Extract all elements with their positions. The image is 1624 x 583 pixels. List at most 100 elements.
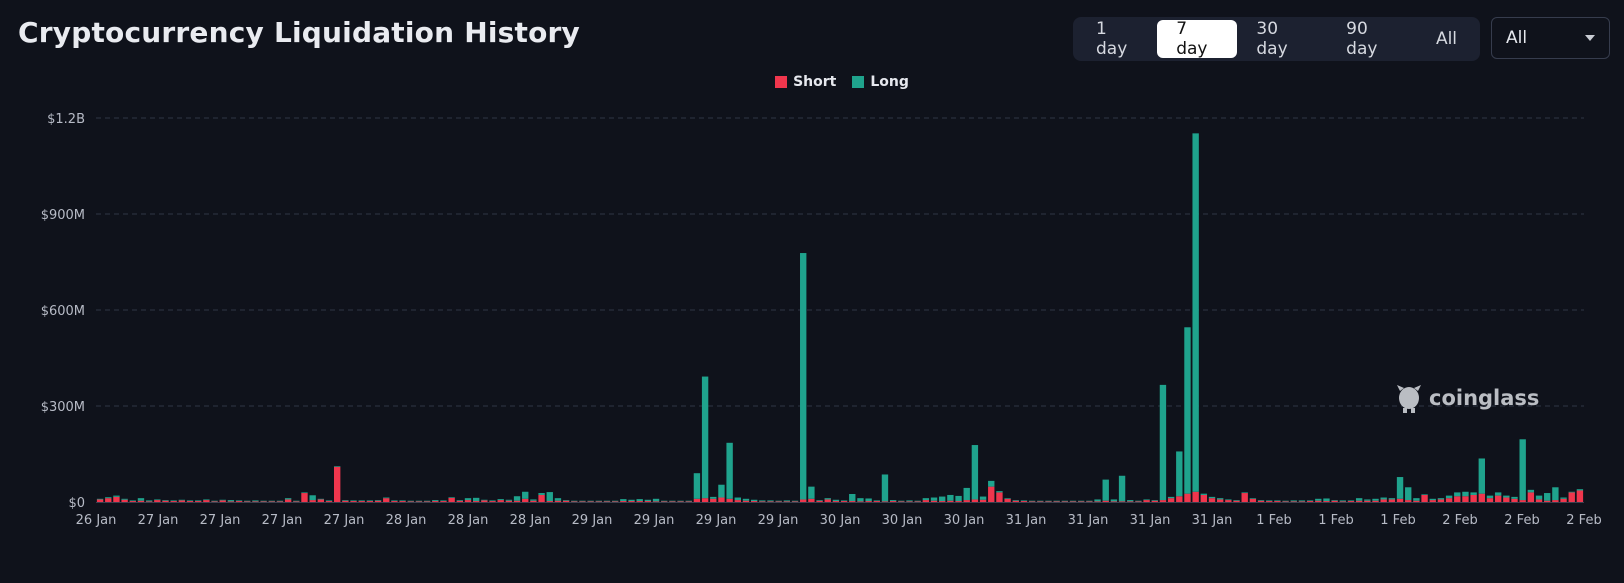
bar-short[interactable] [661,501,668,502]
bar-long[interactable] [718,484,725,498]
bar-short[interactable] [1462,496,1469,502]
bar-long[interactable] [644,499,652,502]
bar-long[interactable] [333,466,341,467]
bar-short[interactable] [1405,500,1412,502]
bar-long[interactable] [1331,500,1338,501]
bar-long[interactable] [1061,500,1069,502]
bar-short[interactable] [620,501,627,502]
bar-short[interactable] [219,500,226,502]
bar-long[interactable] [96,498,104,500]
bar-short[interactable] [317,499,325,502]
bar-short[interactable] [979,499,987,502]
bar-long[interactable] [865,498,872,502]
bar-short[interactable] [1306,501,1314,502]
bar-long[interactable] [121,498,128,500]
bar-long[interactable] [661,500,668,502]
bar-long[interactable] [1486,495,1494,499]
bar-long[interactable] [734,497,741,501]
bar-long[interactable] [1315,498,1322,501]
bar-long[interactable] [849,494,856,502]
bar-long[interactable] [497,499,504,501]
bar-short[interactable] [325,501,333,502]
bar-short[interactable] [121,499,128,502]
bar-short[interactable] [1069,501,1077,502]
bar-long[interactable] [1241,492,1248,494]
bar-long[interactable] [1355,498,1363,501]
bar-short[interactable] [301,493,308,502]
bar-short[interactable] [211,501,218,502]
bar-long[interactable] [587,500,594,502]
bar-long[interactable] [620,499,627,502]
bar-short[interactable] [1519,500,1526,502]
bar-long[interactable] [342,500,349,501]
bar-short[interactable] [677,501,684,502]
bar-long[interactable] [1274,500,1281,502]
bar-long[interactable] [554,498,562,501]
bar-short[interactable] [374,500,382,502]
bar-short[interactable] [1216,499,1224,502]
bar-short[interactable] [481,500,488,502]
bar-long[interactable] [988,480,995,487]
bar-short[interactable] [448,497,455,502]
bar-short[interactable] [1323,501,1330,502]
range-tab-7-day[interactable]: 7 day [1157,19,1238,59]
bar-short[interactable] [1396,498,1404,502]
bar-short[interactable] [791,501,799,502]
bar-short[interactable] [832,501,840,502]
bar-short[interactable] [383,498,390,502]
bar-short[interactable] [195,501,202,502]
bar-short[interactable] [154,500,161,502]
bar-long[interactable] [219,499,226,501]
bar-short[interactable] [857,501,864,502]
bar-short[interactable] [636,501,643,502]
bar-long[interactable] [472,497,480,502]
bar-short[interactable] [1102,500,1109,502]
bar-long[interactable] [178,499,186,501]
bar-long[interactable] [857,498,864,502]
bar-short[interactable] [1061,501,1069,502]
bar-short[interactable] [440,501,447,502]
bar-long[interactable] [1396,477,1404,499]
bar-short[interactable] [685,501,692,502]
bar-long[interactable] [1470,492,1477,495]
bar-long[interactable] [137,498,145,501]
bar-short[interactable] [652,501,660,502]
bar-short[interactable] [726,498,733,502]
bar-short[interactable] [1486,498,1494,502]
range-tab-all[interactable]: All [1435,29,1458,49]
bar-long[interactable] [979,496,987,500]
bar-short[interactable] [1527,492,1535,502]
bar-long[interactable] [154,499,161,501]
bar-long[interactable] [1429,498,1436,501]
bar-short[interactable] [145,501,153,502]
bar-long[interactable] [1454,492,1461,497]
bar-short[interactable] [701,498,709,502]
bar-short[interactable] [571,501,578,502]
bar-long[interactable] [1527,489,1535,493]
bar-short[interactable] [775,501,782,502]
bar-short[interactable] [1118,501,1126,502]
bar-short[interactable] [1388,499,1396,502]
bar-long[interactable] [1110,499,1118,502]
bar-short[interactable] [1020,501,1028,502]
bar-short[interactable] [1086,501,1093,502]
bar-long[interactable] [1544,493,1551,501]
bar-short[interactable] [1200,494,1208,502]
bar-long[interactable] [914,500,921,502]
bar-long[interactable] [636,499,643,502]
bar-short[interactable] [865,501,872,502]
bar-short[interactable] [1413,500,1420,502]
bar-long[interactable] [325,500,333,502]
bar-long[interactable] [767,500,774,502]
range-tab-30-day[interactable]: 30 day [1256,19,1288,59]
bar-short[interactable] [489,501,496,502]
bar-long[interactable] [1323,498,1330,502]
bar-short[interactable] [644,501,652,502]
bar-short[interactable] [432,501,439,502]
bar-short[interactable] [1094,501,1101,502]
bar-short[interactable] [824,499,831,502]
bar-long[interactable] [971,445,979,500]
bar-long[interactable] [440,500,447,502]
bar-long[interactable] [939,496,946,502]
bar-short[interactable] [1503,497,1510,502]
